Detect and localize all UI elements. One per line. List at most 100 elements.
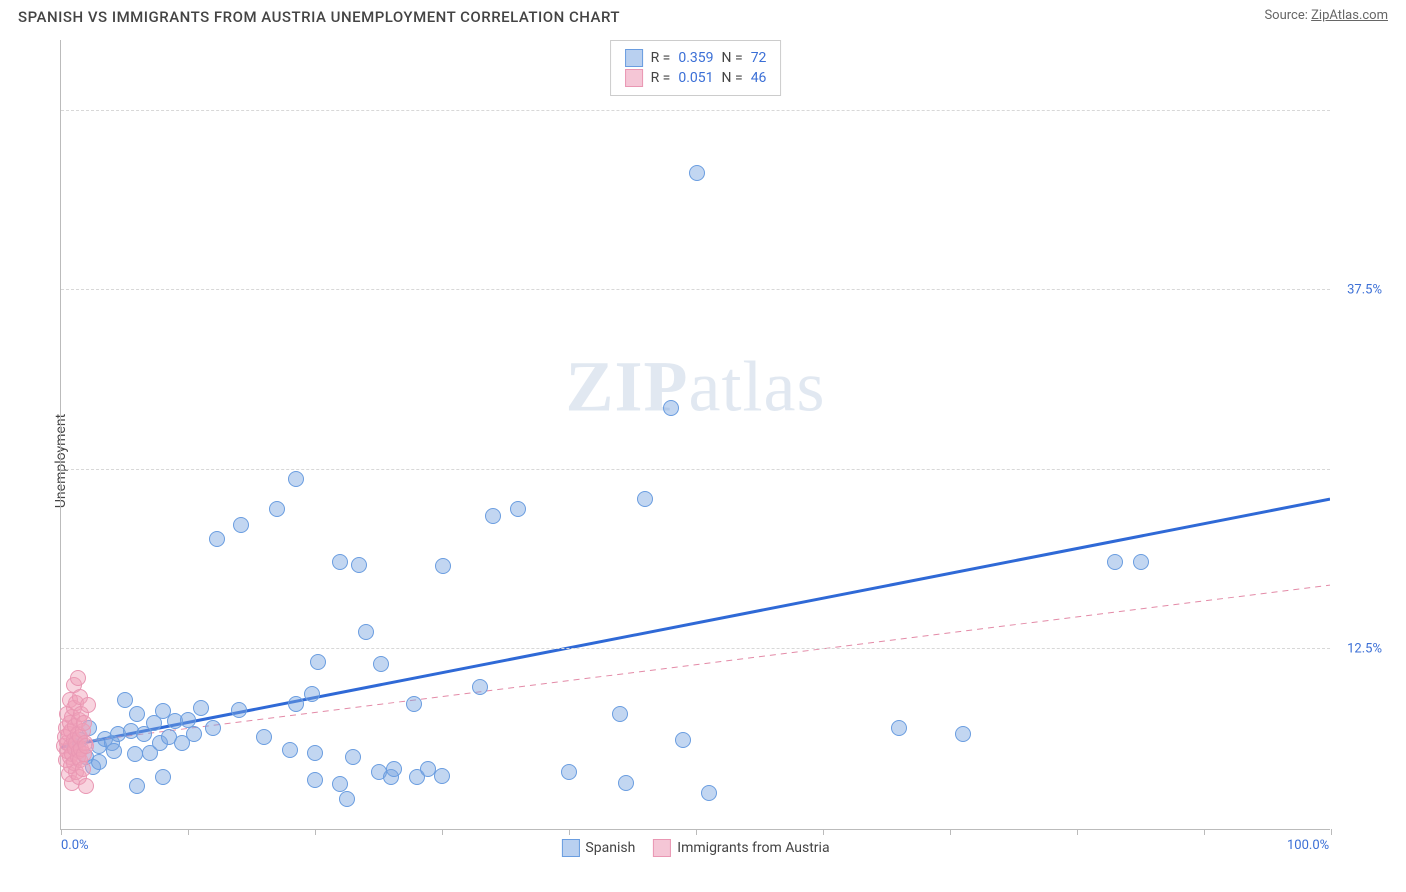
swatch-austria bbox=[625, 69, 643, 87]
data-point-spanish bbox=[663, 400, 679, 416]
data-point-spanish bbox=[97, 731, 113, 747]
data-point-austria bbox=[58, 720, 74, 736]
data-point-spanish bbox=[104, 735, 120, 751]
data-point-austria bbox=[66, 700, 82, 716]
data-point-spanish bbox=[256, 729, 272, 745]
x-tick-mark bbox=[950, 829, 951, 835]
data-point-spanish bbox=[332, 554, 348, 570]
data-point-spanish bbox=[307, 745, 323, 761]
data-point-spanish bbox=[1133, 554, 1149, 570]
data-point-austria bbox=[61, 766, 77, 782]
watermark-rest: atlas bbox=[689, 347, 826, 427]
data-point-spanish bbox=[106, 743, 122, 759]
gridline bbox=[61, 648, 1330, 649]
header: SPANISH VS IMMIGRANTS FROM AUSTRIA UNEMP… bbox=[0, 0, 1406, 26]
data-point-spanish bbox=[233, 517, 249, 533]
data-point-spanish bbox=[510, 501, 526, 517]
data-point-austria bbox=[72, 729, 88, 745]
data-point-austria bbox=[62, 692, 78, 708]
data-point-spanish bbox=[129, 706, 145, 722]
y-tick-label: 12.5% bbox=[1347, 642, 1382, 657]
data-point-spanish bbox=[129, 778, 145, 794]
x-tick-label: 100.0% bbox=[1287, 838, 1329, 853]
data-point-spanish bbox=[269, 501, 285, 517]
data-point-austria bbox=[71, 769, 87, 785]
data-point-austria bbox=[80, 697, 96, 713]
data-point-spanish bbox=[155, 769, 171, 785]
data-point-austria bbox=[63, 738, 79, 754]
trend-line-austria bbox=[61, 585, 1330, 744]
data-point-spanish bbox=[383, 769, 399, 785]
data-point-spanish bbox=[167, 713, 183, 729]
data-point-spanish bbox=[161, 729, 177, 745]
data-point-austria bbox=[68, 764, 84, 780]
data-point-austria bbox=[64, 746, 80, 762]
x-tick-mark bbox=[315, 829, 316, 835]
data-point-austria bbox=[61, 726, 77, 742]
data-point-spanish bbox=[307, 772, 323, 788]
data-point-austria bbox=[72, 752, 88, 768]
data-point-spanish bbox=[310, 654, 326, 670]
data-point-spanish bbox=[304, 686, 320, 702]
r-value-spanish: 0.359 bbox=[678, 50, 713, 66]
data-point-spanish bbox=[174, 735, 190, 751]
data-point-spanish bbox=[180, 712, 196, 728]
data-point-spanish bbox=[117, 692, 133, 708]
data-point-spanish bbox=[637, 491, 653, 507]
data-point-austria bbox=[76, 746, 92, 762]
x-tick-mark bbox=[1077, 829, 1078, 835]
data-point-spanish bbox=[435, 558, 451, 574]
gridline bbox=[61, 469, 1330, 470]
data-point-austria bbox=[78, 778, 94, 794]
watermark: ZIPatlas bbox=[566, 346, 826, 429]
data-point-austria bbox=[73, 706, 89, 722]
swatch-spanish bbox=[625, 49, 643, 67]
x-tick-mark bbox=[569, 829, 570, 835]
data-point-austria bbox=[71, 712, 87, 728]
data-point-spanish bbox=[142, 745, 158, 761]
data-point-spanish bbox=[561, 764, 577, 780]
data-point-spanish bbox=[231, 702, 247, 718]
data-point-austria bbox=[75, 723, 91, 739]
data-point-austria bbox=[77, 735, 93, 751]
source-link[interactable]: ZipAtlas.com bbox=[1311, 8, 1388, 23]
data-point-austria bbox=[64, 709, 80, 725]
data-point-austria bbox=[67, 741, 83, 757]
gridline bbox=[61, 110, 1330, 111]
gridline bbox=[61, 289, 1330, 290]
data-point-austria bbox=[68, 735, 84, 751]
legend-item-spanish: Spanish bbox=[561, 839, 635, 857]
watermark-bold: ZIP bbox=[566, 347, 689, 427]
data-point-austria bbox=[66, 755, 82, 771]
data-point-spanish bbox=[72, 732, 88, 748]
r-value-austria: 0.051 bbox=[678, 70, 713, 86]
data-point-austria bbox=[75, 761, 91, 777]
data-point-spanish bbox=[110, 726, 126, 742]
data-point-spanish bbox=[81, 720, 97, 736]
data-point-spanish bbox=[701, 785, 717, 801]
data-point-austria bbox=[76, 715, 92, 731]
data-point-spanish bbox=[373, 656, 389, 672]
r-label: R = bbox=[651, 50, 671, 66]
data-point-spanish bbox=[406, 696, 422, 712]
data-point-austria bbox=[68, 695, 84, 711]
data-point-spanish bbox=[66, 738, 82, 754]
data-point-austria bbox=[66, 677, 82, 693]
n-label: N = bbox=[722, 50, 743, 66]
x-tick-mark bbox=[1331, 829, 1332, 835]
x-tick-label: 0.0% bbox=[61, 838, 89, 853]
data-point-spanish bbox=[485, 508, 501, 524]
r-label: R = bbox=[651, 70, 671, 86]
data-point-spanish bbox=[345, 749, 361, 765]
correlation-row-spanish: R = 0.359 N = 72 bbox=[625, 49, 767, 67]
data-point-spanish bbox=[618, 775, 634, 791]
data-point-spanish bbox=[675, 732, 691, 748]
data-point-spanish bbox=[891, 720, 907, 736]
data-point-austria bbox=[70, 726, 86, 742]
correlation-legend: R = 0.359 N = 72 R = 0.051 N = 46 bbox=[610, 40, 782, 96]
data-point-spanish bbox=[152, 735, 168, 751]
legend-swatch-austria bbox=[653, 839, 671, 857]
data-point-spanish bbox=[136, 726, 152, 742]
data-point-spanish bbox=[472, 679, 488, 695]
legend-swatch-spanish bbox=[561, 839, 579, 857]
